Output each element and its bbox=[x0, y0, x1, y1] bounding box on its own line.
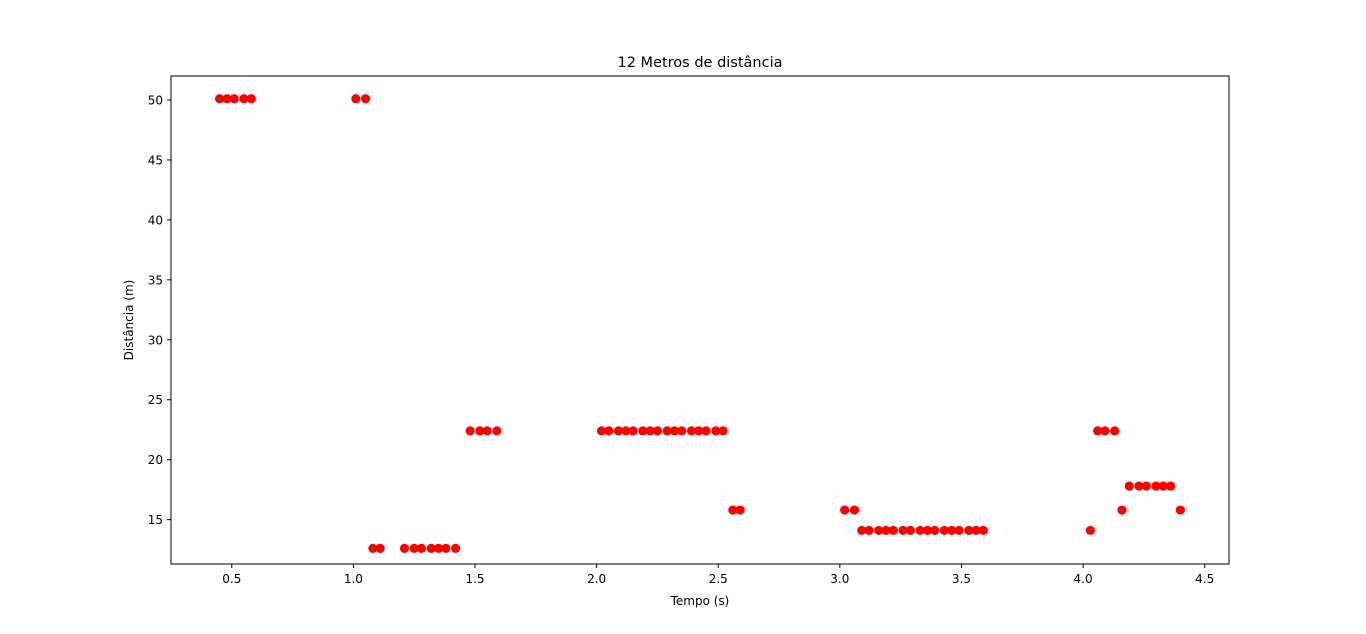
data-point bbox=[621, 426, 631, 436]
data-point bbox=[864, 525, 874, 536]
y-tick-label: 15 bbox=[148, 513, 163, 527]
data-point bbox=[416, 543, 427, 554]
data-point bbox=[628, 426, 638, 436]
data-point bbox=[492, 426, 502, 436]
data-point bbox=[849, 505, 860, 515]
x-tick-label: 1.0 bbox=[344, 572, 363, 586]
x-tick-label: 3.5 bbox=[952, 572, 971, 586]
data-point bbox=[954, 525, 964, 536]
x-tick-label: 4.0 bbox=[1074, 572, 1093, 586]
data-point bbox=[1093, 426, 1103, 436]
data-point bbox=[475, 426, 485, 436]
x-axis-label: Tempo (s) bbox=[670, 594, 730, 608]
chart-title: 12 Metros de distância bbox=[617, 55, 782, 71]
data-point bbox=[686, 426, 697, 436]
data-point bbox=[1158, 481, 1168, 491]
data-point bbox=[1134, 481, 1144, 491]
x-tick-label: 1.5 bbox=[465, 572, 484, 586]
data-point bbox=[215, 94, 225, 104]
data-point bbox=[604, 426, 614, 436]
data-point bbox=[246, 94, 256, 104]
y-tick-label: 20 bbox=[148, 453, 163, 467]
data-point bbox=[596, 426, 607, 436]
data-point bbox=[360, 94, 371, 104]
y-tick-label: 30 bbox=[148, 333, 163, 347]
data-point bbox=[964, 525, 974, 536]
data-point bbox=[1151, 481, 1161, 491]
data-point bbox=[638, 426, 648, 436]
data-point bbox=[669, 426, 680, 436]
data-point bbox=[426, 543, 436, 554]
data-point bbox=[978, 525, 988, 536]
data-point bbox=[368, 543, 378, 554]
data-point bbox=[351, 94, 361, 104]
data-point bbox=[874, 525, 884, 536]
x-tick-label: 0.5 bbox=[222, 572, 241, 586]
x-tick-label: 2.5 bbox=[709, 572, 728, 586]
y-tick-label: 50 bbox=[148, 93, 163, 107]
y-tick-label: 45 bbox=[148, 153, 163, 167]
data-point bbox=[915, 525, 925, 536]
data-point bbox=[1110, 426, 1120, 436]
data-point bbox=[465, 426, 475, 436]
data-point bbox=[711, 426, 721, 436]
data-point bbox=[930, 525, 940, 536]
data-point bbox=[898, 525, 908, 536]
data-point bbox=[409, 543, 419, 554]
data-point bbox=[1141, 481, 1151, 491]
x-axis: 0.5 1.0 1.5 2.0 2.5 3.0 3.5 4.0 4.5 bbox=[222, 564, 1214, 586]
y-tick-label: 35 bbox=[148, 273, 163, 287]
data-point bbox=[701, 426, 711, 436]
data-point bbox=[939, 525, 950, 536]
y-tick-label: 40 bbox=[148, 213, 163, 227]
y-axis: 15 20 25 30 35 40 45 50 bbox=[148, 93, 171, 527]
data-point bbox=[840, 505, 850, 515]
data-point bbox=[905, 525, 915, 536]
data-point bbox=[922, 525, 933, 536]
data-point bbox=[677, 426, 687, 436]
data-point bbox=[718, 426, 728, 436]
data-point bbox=[881, 525, 891, 536]
data-point bbox=[1117, 505, 1127, 515]
y-tick-label: 25 bbox=[148, 393, 163, 407]
data-point bbox=[1100, 426, 1110, 436]
data-point bbox=[1166, 481, 1176, 491]
plot-area-frame bbox=[170, 75, 1230, 565]
data-point bbox=[971, 525, 981, 536]
data-point bbox=[1124, 481, 1134, 491]
y-axis-label: Distância (m) bbox=[122, 280, 136, 361]
data-point bbox=[662, 426, 672, 436]
data-point bbox=[399, 543, 410, 554]
x-tick-label: 4.5 bbox=[1195, 572, 1214, 586]
data-point bbox=[1085, 525, 1095, 536]
data-point bbox=[229, 94, 239, 104]
scatter-points bbox=[215, 94, 1185, 554]
data-point bbox=[694, 426, 704, 436]
data-point bbox=[1175, 505, 1185, 515]
data-point bbox=[441, 543, 451, 554]
data-point bbox=[857, 525, 867, 536]
data-point bbox=[728, 505, 738, 515]
data-point bbox=[645, 426, 655, 436]
data-point bbox=[613, 426, 624, 436]
data-point bbox=[375, 543, 385, 554]
data-point bbox=[735, 505, 745, 515]
data-point bbox=[433, 543, 444, 554]
data-point bbox=[239, 94, 249, 104]
data-point bbox=[652, 426, 663, 436]
x-tick-label: 3.0 bbox=[830, 572, 849, 586]
data-point bbox=[482, 426, 492, 436]
data-point bbox=[947, 525, 957, 536]
data-point bbox=[450, 543, 461, 554]
x-tick-label: 2.0 bbox=[587, 572, 606, 586]
data-point bbox=[888, 525, 898, 536]
data-point bbox=[222, 94, 232, 104]
